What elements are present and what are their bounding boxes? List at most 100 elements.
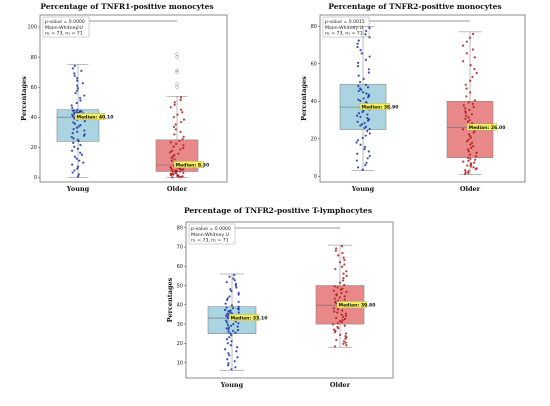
data-point (467, 101, 470, 104)
x-category-label: Young (351, 185, 375, 193)
data-point (464, 117, 467, 120)
data-point (237, 291, 240, 294)
stats-text: Mann-Whitney U (325, 25, 363, 31)
data-point (173, 103, 176, 106)
data-point (228, 336, 231, 339)
data-point (181, 138, 184, 141)
stats-text: n₁ = 73, n₂ = 71 (45, 31, 83, 37)
data-point (223, 308, 227, 312)
data-point (176, 173, 179, 177)
data-point (342, 272, 345, 275)
data-point (340, 313, 343, 316)
y-tick-label: 80 (177, 225, 183, 231)
data-point (367, 93, 370, 96)
data-point (336, 325, 339, 329)
data-point (468, 108, 471, 111)
data-point (361, 168, 364, 171)
data-point (182, 135, 185, 138)
data-point (364, 101, 368, 104)
data-point (364, 83, 368, 86)
data-point (464, 169, 467, 172)
data-point (341, 318, 344, 322)
data-point (79, 143, 82, 146)
data-point (73, 145, 76, 148)
data-point (225, 280, 228, 284)
data-point (71, 171, 74, 174)
data-point (230, 304, 234, 307)
data-point (336, 322, 339, 325)
data-point (75, 157, 78, 160)
data-point (232, 322, 235, 326)
data-point (233, 360, 236, 363)
data-point (179, 148, 182, 151)
data-point (225, 321, 229, 324)
data-point (179, 130, 182, 133)
data-point (368, 154, 371, 158)
data-point (80, 153, 84, 156)
data-point (357, 74, 360, 77)
data-point (175, 142, 178, 145)
data-point (345, 314, 348, 317)
chart-svg: 0 20 40 60 80 Percentages p-value = 0.0015Mann… (300, 14, 526, 193)
data-point (467, 133, 471, 136)
data-point (174, 123, 177, 126)
median-label-box (173, 161, 205, 168)
data-point (467, 170, 470, 173)
data-point (336, 286, 339, 289)
data-point (233, 279, 236, 282)
data-point (226, 342, 229, 345)
y-tick-label: 40 (177, 303, 183, 309)
data-point (174, 169, 178, 172)
data-point (332, 289, 335, 292)
data-point (365, 92, 368, 95)
data-point (79, 151, 82, 154)
data-point (237, 311, 240, 314)
data-point (76, 165, 80, 168)
data-point (227, 310, 230, 313)
y-tick-label: 70 (177, 245, 183, 251)
data-point (344, 312, 347, 315)
data-point (76, 87, 80, 90)
y-tick-label: 10 (177, 360, 183, 366)
data-point (182, 171, 185, 175)
data-point (173, 133, 176, 136)
data-point (80, 69, 83, 72)
data-point (368, 132, 371, 135)
data-point (83, 129, 86, 132)
data-point (228, 354, 231, 357)
outlier-point (175, 52, 179, 56)
data-point (237, 305, 240, 308)
data-point (174, 128, 177, 131)
data-point (71, 131, 74, 135)
y-tick-label: 0 (34, 175, 37, 181)
data-point (473, 56, 476, 59)
data-point (170, 149, 174, 152)
data-point (362, 77, 365, 80)
data-point (76, 89, 79, 92)
data-point (364, 134, 367, 137)
data-point (232, 277, 235, 280)
data-point (357, 89, 360, 93)
data-point (355, 114, 359, 117)
outlier-point (175, 55, 179, 59)
data-point (71, 67, 74, 70)
data-point (343, 263, 346, 266)
data-point (467, 150, 470, 153)
data-point (237, 322, 240, 325)
data-point (336, 311, 339, 314)
data-point (229, 332, 232, 335)
data-point (469, 91, 472, 94)
data-point (366, 86, 370, 89)
data-point (72, 121, 75, 124)
data-point (227, 326, 231, 329)
y-tick-label: 50 (177, 283, 183, 289)
data-point (169, 151, 172, 154)
data-point (227, 362, 230, 365)
data-point (73, 74, 76, 77)
data-point (73, 169, 76, 172)
data-point (344, 332, 348, 335)
chart-panel-tnfr2-monocytes: Percentage of TNFR2-positive monocytes 0… (300, 0, 530, 193)
x-category-label: Older (460, 185, 481, 193)
chart-title: Percentage of TNFR2-positive T-lymphocyt… (183, 206, 373, 215)
data-point (226, 323, 230, 327)
